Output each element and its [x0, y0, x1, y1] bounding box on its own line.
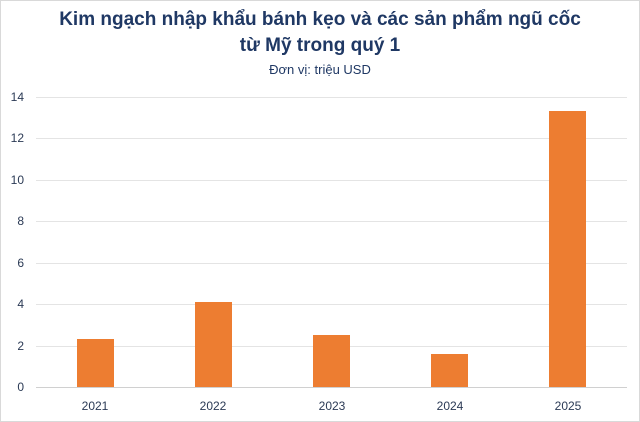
- x-tick-label: 2023: [318, 399, 346, 413]
- y-tick-label: 14: [10, 90, 24, 104]
- gridline: [36, 304, 627, 305]
- y-tick-label: 0: [17, 380, 24, 394]
- x-axis-line: [36, 387, 627, 388]
- chart-title-line-1: Kim ngạch nhập khẩu bánh kẹo và các sản …: [59, 9, 581, 30]
- y-tick-label: 12: [10, 131, 24, 145]
- gridline: [36, 263, 627, 264]
- y-tick-label: 2: [17, 339, 24, 353]
- y-tick-label: 8: [17, 214, 24, 228]
- chart-title-line-2: từ Mỹ trong quý 1: [239, 35, 401, 56]
- bar-2025: [549, 111, 586, 387]
- gridline: [36, 180, 627, 181]
- y-tick-label: 4: [17, 297, 24, 311]
- bar-2024: [431, 354, 468, 387]
- gridline: [36, 97, 627, 98]
- chart-subtitle: Đơn vị: triệu USD: [269, 62, 371, 77]
- x-tick-label: 2025: [554, 399, 582, 413]
- gridline: [36, 138, 627, 139]
- y-tick-label: 6: [17, 256, 24, 270]
- bar-2021: [77, 339, 114, 387]
- x-tick-label: 2021: [81, 399, 109, 413]
- x-tick-label: 2024: [436, 399, 464, 413]
- bar-2022: [195, 302, 232, 387]
- gridline: [36, 221, 627, 222]
- bar-2023: [313, 335, 350, 387]
- y-tick-label: 10: [10, 173, 24, 187]
- x-tick-label: 2022: [199, 399, 227, 413]
